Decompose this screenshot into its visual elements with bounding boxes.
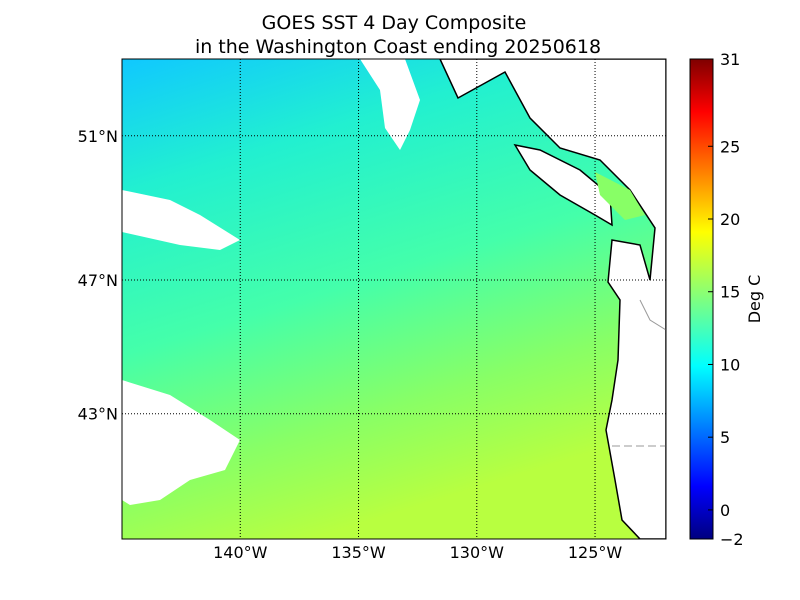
colorbar-tick-label: 0: [720, 501, 730, 520]
colorbar-tick-label: 20: [720, 210, 740, 229]
latitude-label: 43°N: [78, 405, 118, 424]
colorbar-tick-label: 25: [720, 137, 740, 156]
map-field: [122, 59, 666, 539]
river: [639, 299, 666, 331]
colorbar-tick-label: 15: [720, 283, 740, 302]
cloud: [360, 59, 420, 150]
colorbar-label: Deg C: [745, 275, 764, 324]
cloud: [122, 380, 240, 505]
map-frame: [121, 58, 667, 540]
longitude-label: 125°W: [568, 543, 623, 562]
longitude-label: 140°W: [213, 543, 268, 562]
title-line: in the Washington Coast ending 20250618: [195, 36, 601, 58]
colorbar-tick-label: 31: [720, 50, 740, 69]
cloud: [122, 190, 240, 250]
latitude-label: 47°N: [78, 271, 118, 290]
title-line: GOES SST 4 Day Composite: [262, 12, 527, 34]
longitude-label: 130°W: [450, 543, 505, 562]
colorbar-tick-label: 5: [720, 428, 730, 447]
colorbar-tick-label: −2: [720, 530, 744, 549]
latitude-label: 51°N: [78, 127, 118, 146]
colorbar: [689, 58, 714, 540]
channel: [595, 172, 645, 220]
island: [513, 143, 613, 227]
land: [439, 59, 666, 539]
colorbar-tick-label: 10: [720, 355, 740, 374]
longitude-label: 135°W: [331, 543, 386, 562]
